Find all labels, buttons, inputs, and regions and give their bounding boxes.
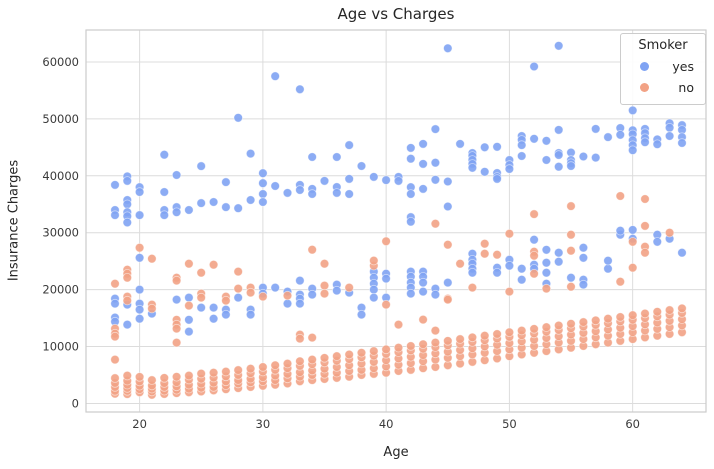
- chart-title: Age vs Charges: [337, 5, 455, 23]
- smoker-no-marker-icon: [640, 83, 649, 92]
- legend: Smoker yes no: [620, 33, 706, 105]
- svg-text:20: 20: [132, 417, 147, 431]
- x-tick-labels: 20 30 40 50 60: [132, 417, 640, 431]
- svg-text:0: 0: [72, 396, 79, 410]
- svg-text:50: 50: [502, 417, 517, 431]
- y-tick-labels: 0 10000 20000 30000 40000 50000 60000: [42, 55, 79, 410]
- svg-text:50000: 50000: [42, 112, 79, 126]
- series-no-points: [110, 191, 687, 400]
- legend-item-yes: yes: [630, 56, 696, 77]
- y-axis-label: Insurance Charges: [6, 159, 22, 282]
- svg-text:20000: 20000: [42, 283, 79, 297]
- svg-text:60000: 60000: [42, 55, 79, 69]
- plot-border: [85, 29, 707, 413]
- svg-text:40000: 40000: [42, 169, 79, 183]
- svg-text:30: 30: [256, 417, 271, 431]
- x-axis-label: Age: [383, 445, 409, 460]
- legend-label-yes: yes: [672, 59, 694, 74]
- svg-text:40: 40: [379, 417, 394, 431]
- legend-label-no: no: [678, 80, 694, 95]
- svg-text:60: 60: [625, 417, 640, 431]
- smoker-yes-marker-icon: [640, 62, 649, 71]
- svg-text:10000: 10000: [42, 340, 79, 354]
- legend-item-no: no: [630, 77, 696, 98]
- legend-title: Smoker: [638, 38, 688, 53]
- svg-text:30000: 30000: [42, 226, 79, 240]
